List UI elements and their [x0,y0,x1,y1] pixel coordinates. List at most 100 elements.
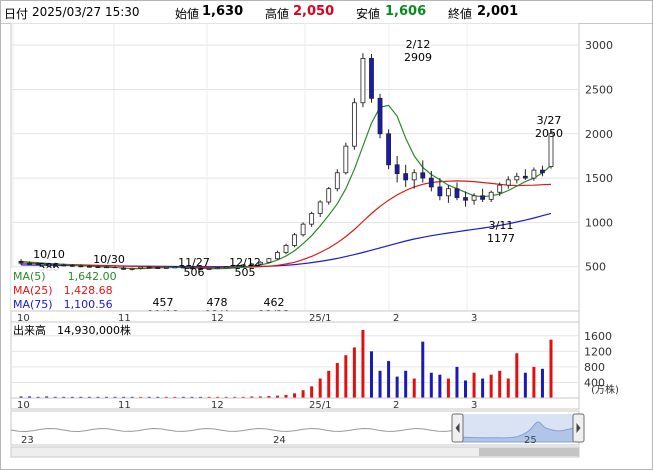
candle [411,169,417,189]
navigator-selection[interactable] [461,414,573,442]
scrollbar-thumb[interactable] [479,448,579,456]
moving-average-lines [20,104,552,270]
candle-body [223,266,229,269]
volume-bar [523,372,527,398]
annotation-date: 3/27 [537,114,562,127]
candle-body [232,264,238,268]
volume-bar [489,374,493,398]
ma25-line [20,180,552,269]
candle-body [18,260,24,264]
candle [343,142,349,175]
candle [35,262,41,266]
candle [52,262,58,266]
candle [369,54,374,103]
candle-body [266,258,272,263]
month-label: 2 [393,313,399,324]
candle-body [505,179,511,186]
annotation-date: 10/10 [33,248,65,261]
candle-body [275,252,280,260]
price-axis: 3000 2500 2000 1500 1000 500 [585,39,613,274]
volume-bar [438,374,442,398]
volume-bar [207,396,211,398]
candle [463,191,468,207]
candle-body [198,268,203,270]
candle-body [369,58,374,99]
candle-body [52,263,58,266]
navigator-left-handle[interactable] [451,413,464,443]
candle [488,190,494,203]
candle [292,233,297,248]
candle [27,261,32,265]
candle [403,164,409,187]
candle [138,266,144,270]
annotation-value: 478 [207,296,228,309]
annotation-value: 1177 [487,232,515,245]
volume-axis: 1600 1200 800 400 [584,330,612,390]
volume-bar [515,353,519,398]
volume-bar [284,394,288,398]
candle-body [121,267,126,270]
candle-body [317,201,323,214]
annotation-value: 505 [235,266,256,279]
candle [309,211,315,227]
chevron-right-icon [576,423,581,433]
volume-bar [45,396,49,398]
volume-bar [181,396,185,398]
volume-bar [267,396,271,398]
candle [446,185,451,203]
price-header: 日付 2025/03/27 15:30 始値 1,630 高値 2,050 安値… [1,1,652,24]
navigator-overview [460,421,574,443]
volume-bar [70,396,74,398]
open-value: 1,630 [202,4,244,19]
candle [155,266,161,269]
candle-body [181,266,186,269]
price-annotations: 10/1058610/3045711/1811/2750647812/412/1… [33,38,563,321]
date-strip-bg [10,397,580,410]
candle [497,182,503,196]
candle-body [428,177,434,188]
candle-body [377,97,383,135]
candle [172,266,178,269]
candle [69,264,75,267]
volume-bar [233,396,237,398]
low-label: 安値 [356,7,381,21]
candle-body [69,264,75,267]
candle-body [300,223,306,236]
volume-tick-label: 1200 [584,345,612,358]
candle [377,93,383,139]
candle-body [95,266,101,269]
navigator-right-handle[interactable] [572,413,585,443]
open-label: 始値 [175,7,200,21]
volume-bar [275,395,279,398]
candle [266,257,272,264]
candle-body [454,188,460,198]
navigator-label-24: 24 [273,435,286,446]
candle [317,200,323,218]
candle-body [403,173,409,181]
volume-bar [113,396,117,398]
close-label: 終値 [448,7,473,21]
price-tick-label: 1500 [585,172,613,185]
month-label: 10 [17,400,30,411]
candle-body [446,188,451,197]
volume-bar [378,370,382,398]
candle-body [44,263,50,266]
annotation-value: 462 [264,296,285,309]
candle-body [240,264,246,267]
volume-bar [293,393,297,398]
candle [471,193,477,205]
volume-bar [199,396,203,398]
candle-body [283,245,289,253]
volume-bar [412,378,416,398]
price-tick-label: 1000 [585,216,613,229]
candle-body [343,145,349,174]
candle [351,98,357,150]
date-axis-bottom: 10 11 12 25/1 2 3 [10,397,580,411]
volume-bar [481,378,485,398]
volume-label: 出来高 14,930,000株 [13,323,131,337]
candle [505,176,511,189]
volume-bar [506,378,510,398]
volume-bar [216,396,220,398]
candle-body [309,213,315,225]
navigator-label-25: 25 [524,435,537,446]
